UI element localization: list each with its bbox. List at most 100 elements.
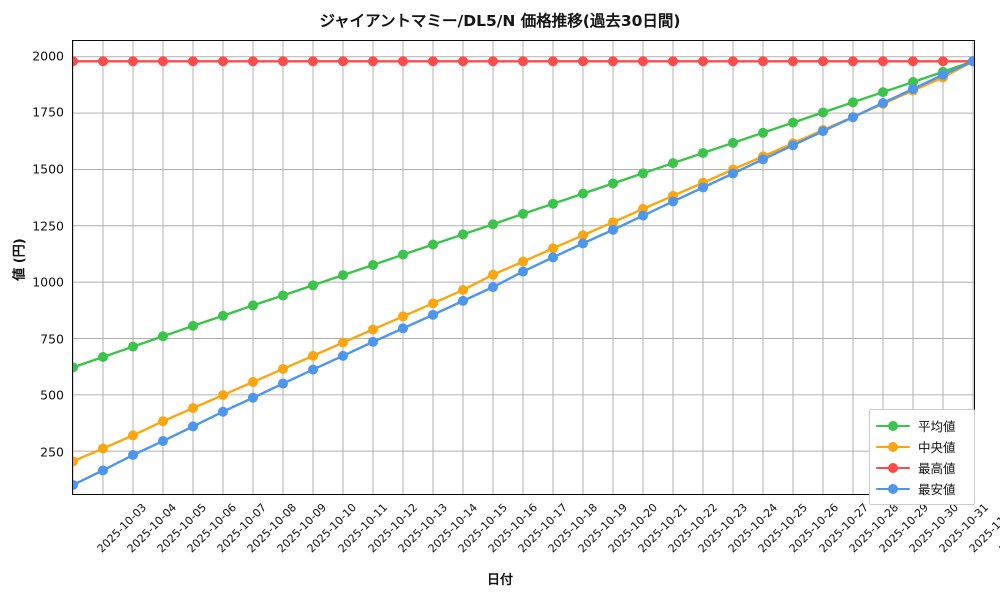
series-1 <box>73 56 974 373</box>
data-point <box>73 480 78 490</box>
data-point <box>218 56 228 67</box>
data-point <box>488 219 498 230</box>
legend-label: 中央値 <box>918 440 956 455</box>
data-point <box>398 323 408 334</box>
data-point <box>338 350 348 361</box>
data-point <box>698 56 708 67</box>
data-point <box>248 56 258 67</box>
data-point <box>758 56 768 67</box>
data-point <box>428 56 438 67</box>
data-point <box>518 56 528 67</box>
data-point <box>818 107 828 118</box>
y-axis-tick-labels: 250 500 750 1000 1250 1500 1750 2000 <box>0 0 64 600</box>
data-point <box>548 198 558 209</box>
legend-label: 最安値 <box>918 482 956 497</box>
y-tick-label: 1000 <box>32 274 64 290</box>
data-point <box>428 309 438 320</box>
data-point <box>73 56 78 67</box>
data-point <box>458 295 468 306</box>
x-axis-title: 日付 <box>486 573 513 588</box>
data-point <box>128 56 138 67</box>
data-point <box>248 300 258 311</box>
data-point <box>158 331 168 342</box>
data-point <box>308 350 318 361</box>
data-point <box>338 270 348 281</box>
y-tick-label: 750 <box>40 331 64 347</box>
data-point <box>908 77 918 87</box>
legend-label: 最高値 <box>918 461 956 476</box>
data-point <box>368 260 378 270</box>
data-point <box>158 416 168 427</box>
data-point <box>638 56 648 67</box>
data-point <box>73 456 78 467</box>
series-layer <box>73 56 974 490</box>
legend-swatch-icon <box>876 482 910 496</box>
data-point <box>188 421 198 432</box>
data-point <box>98 465 108 476</box>
plot-svg <box>73 41 974 494</box>
data-point <box>428 239 438 250</box>
y-tick-label: 1750 <box>32 104 64 120</box>
chart-title: ジャイアントマミー/DL5/N 価格推移(過去30日間) <box>319 12 681 30</box>
data-point <box>188 403 198 414</box>
data-point <box>398 311 408 322</box>
data-point <box>758 127 768 138</box>
legend-swatch-icon <box>876 419 910 433</box>
data-point <box>518 256 528 267</box>
data-point <box>878 97 888 108</box>
data-point <box>818 126 828 137</box>
data-point <box>728 56 738 67</box>
data-point <box>128 341 138 352</box>
data-point <box>338 337 348 348</box>
data-point <box>128 430 138 441</box>
data-point <box>218 390 228 401</box>
data-point <box>458 285 468 296</box>
data-point <box>248 377 258 387</box>
data-point <box>578 188 588 199</box>
data-point <box>98 56 108 67</box>
plot-area <box>72 40 975 495</box>
data-point <box>578 56 588 67</box>
legend-item[interactable]: 最安値 <box>876 478 967 499</box>
data-point <box>788 117 798 128</box>
data-point <box>878 56 888 67</box>
data-point <box>518 208 528 219</box>
legend-swatch-icon <box>876 461 910 475</box>
data-point <box>728 137 738 148</box>
data-point <box>308 280 318 291</box>
data-point <box>218 406 228 417</box>
data-point <box>368 324 378 335</box>
data-point <box>728 168 738 179</box>
data-point <box>368 56 378 67</box>
data-point <box>158 436 168 447</box>
data-point <box>158 56 168 67</box>
data-point <box>758 154 768 165</box>
legend-item[interactable]: 平均値 <box>876 415 967 436</box>
data-point <box>818 56 828 67</box>
data-point <box>458 229 468 240</box>
data-point <box>608 56 618 67</box>
legend-item[interactable]: 中央値 <box>876 436 967 457</box>
data-point <box>278 378 288 389</box>
chart-legend: 平均値中央値最高値最安値 <box>869 409 975 505</box>
data-point <box>668 56 678 67</box>
data-point <box>98 351 108 362</box>
data-point <box>518 266 528 277</box>
data-point <box>548 56 558 67</box>
data-point <box>398 56 408 67</box>
data-point <box>428 298 438 309</box>
data-point <box>878 87 888 98</box>
data-point <box>278 363 288 374</box>
data-point <box>308 56 318 67</box>
data-point <box>938 56 948 67</box>
data-point <box>668 196 678 207</box>
legend-item[interactable]: 最高値 <box>876 457 967 478</box>
data-point <box>218 310 228 321</box>
data-point <box>278 56 288 67</box>
data-point <box>488 269 498 280</box>
data-point <box>968 56 974 67</box>
data-point <box>548 252 558 263</box>
data-point <box>338 56 348 67</box>
data-point <box>848 97 858 108</box>
y-tick-label: 500 <box>40 387 64 403</box>
